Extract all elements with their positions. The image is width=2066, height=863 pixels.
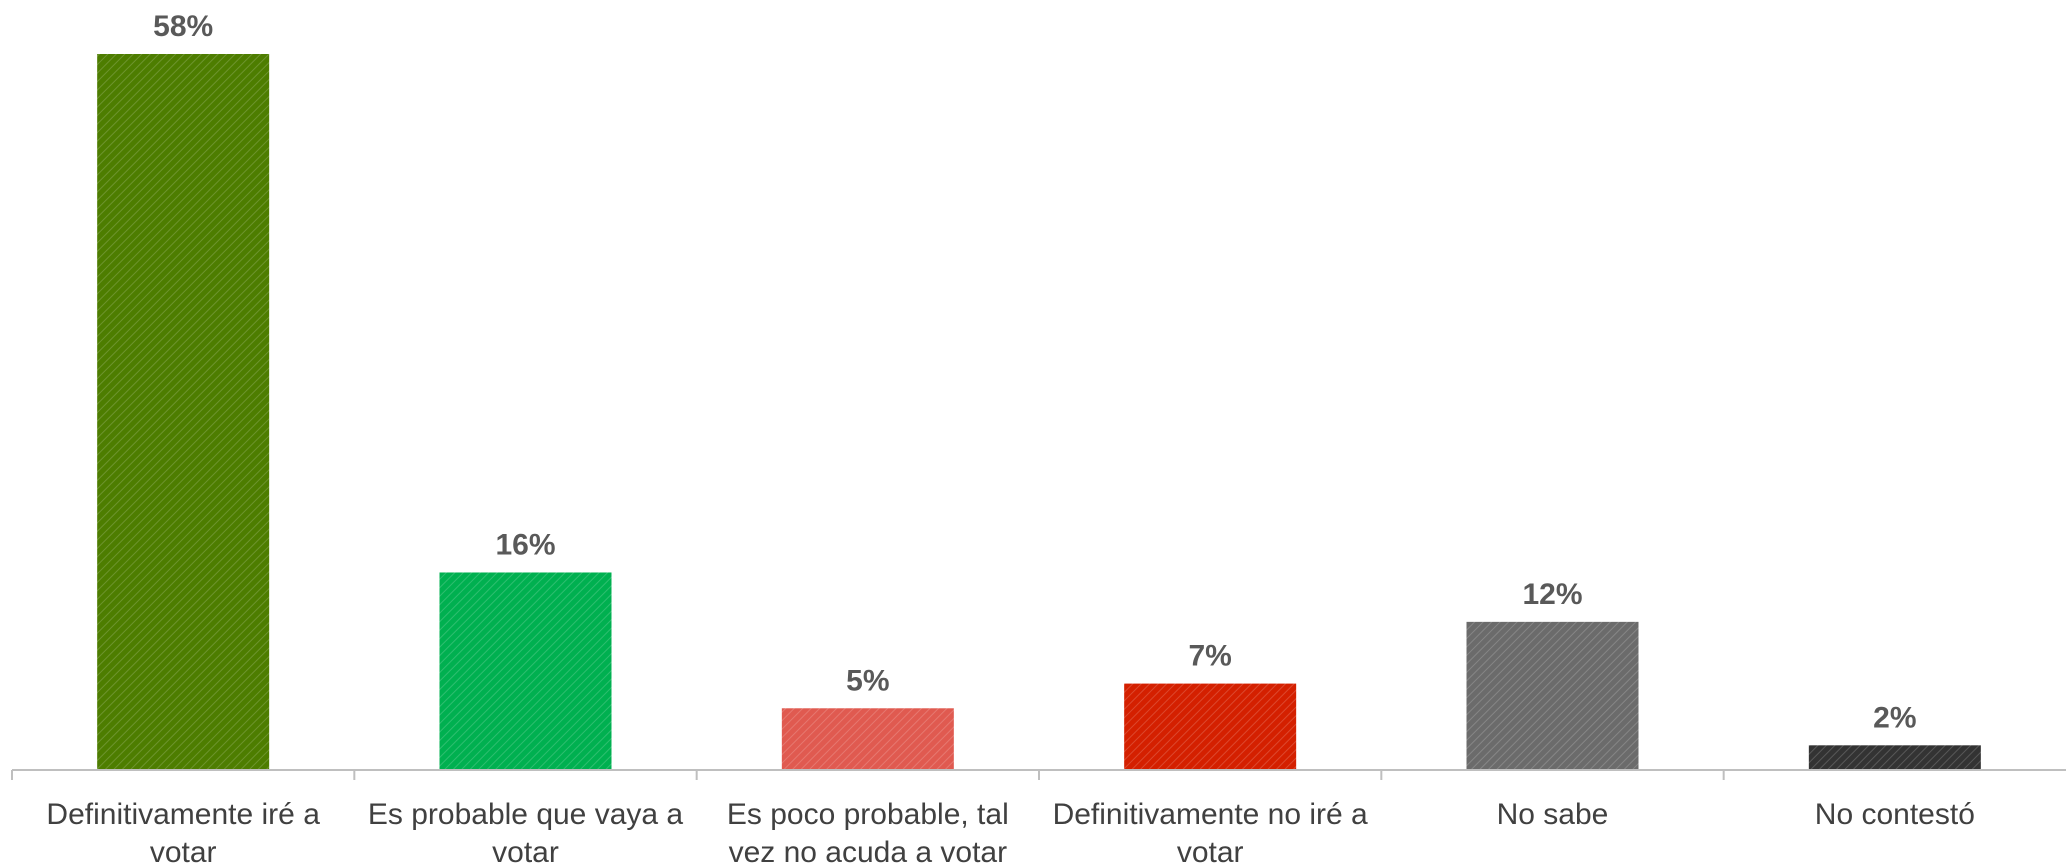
value-label: 58% <box>153 10 213 43</box>
value-label: 12% <box>1522 578 1582 611</box>
category-labels: Definitivamente iré a votar Es probable qu… <box>46 798 1974 863</box>
value-label: 7% <box>1188 640 1231 673</box>
category-label: Es probable que vaya a votar <box>368 798 684 863</box>
value-labels: 58% 16% 5% 7% 12% 2% <box>153 10 1916 734</box>
bar <box>781 708 954 770</box>
bar <box>1466 621 1639 770</box>
value-label: 16% <box>495 528 555 561</box>
bar <box>97 54 270 770</box>
bar <box>439 572 612 770</box>
category-label: No sabe <box>1497 798 1609 831</box>
value-label: 2% <box>1873 701 1916 734</box>
x-axis <box>11 769 2066 780</box>
category-label: Es poco probable, tal vez no acuda a vota… <box>727 798 1009 863</box>
category-label: Definitivamente no iré a votar <box>1053 798 1368 863</box>
bars-group <box>97 54 1981 770</box>
bar <box>1124 683 1297 770</box>
category-label: Definitivamente iré a votar <box>46 798 320 863</box>
bar <box>1808 745 1981 770</box>
value-label: 5% <box>846 664 889 697</box>
category-label: No contestó <box>1815 798 1975 831</box>
